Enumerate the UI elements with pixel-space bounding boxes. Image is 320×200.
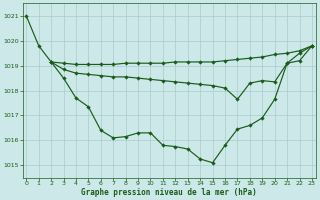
X-axis label: Graphe pression niveau de la mer (hPa): Graphe pression niveau de la mer (hPa): [81, 188, 257, 197]
